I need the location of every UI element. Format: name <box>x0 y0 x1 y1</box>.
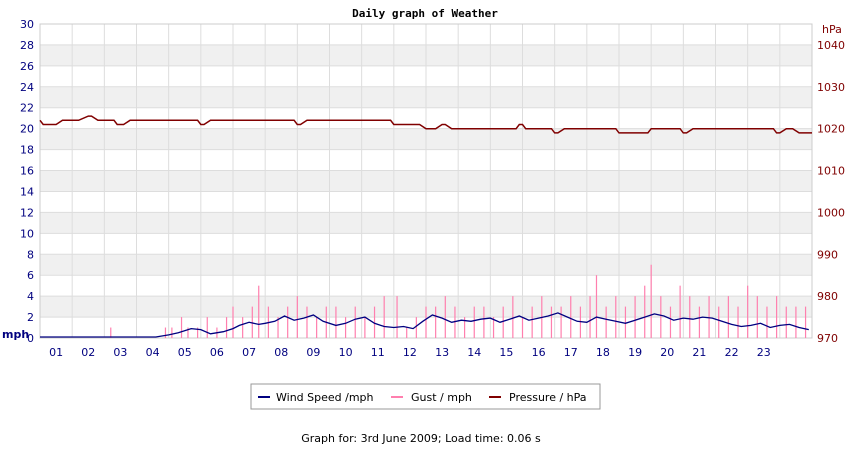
left-tick-label: 26 <box>20 60 34 73</box>
legend-label-wind: Wind Speed /mph <box>276 391 374 404</box>
x-tick-label: 17 <box>564 346 578 359</box>
x-tick-label: 14 <box>467 346 481 359</box>
x-tick-label: 15 <box>499 346 513 359</box>
left-tick-label: 18 <box>20 144 34 157</box>
legend-label-pressure: Pressure / hPa <box>509 391 587 404</box>
x-axis-ticks: 01 02 03 04 05 06 07 08 09 10 11 12 13 14 15 16 17 18 19 20… <box>49 346 771 359</box>
x-tick-label: 05 <box>178 346 192 359</box>
chart-title: Daily graph of Weather <box>352 7 498 20</box>
x-tick-label: 08 <box>274 346 288 359</box>
x-tick-label: 19 <box>628 346 642 359</box>
left-tick-label: 2 <box>27 311 34 324</box>
x-tick-label: 13 <box>435 346 449 359</box>
x-tick-label: 04 <box>146 346 160 359</box>
x-tick-label: 01 <box>49 346 63 359</box>
right-tick-label: 970 <box>817 332 838 345</box>
x-tick-label: 02 <box>81 346 95 359</box>
right-tick-label: 1020 <box>817 123 845 136</box>
left-tick-label: 16 <box>20 165 34 178</box>
left-axis-unit: mph <box>2 328 29 341</box>
wind-speed-line <box>40 312 809 338</box>
left-tick-label: 8 <box>27 248 34 261</box>
left-tick-label: 0 <box>27 332 34 345</box>
x-tick-label: 16 <box>532 346 546 359</box>
x-tick-label: 20 <box>660 346 674 359</box>
legend-label-gust: Gust / mph <box>411 391 472 404</box>
right-tick-label: 1010 <box>817 165 845 178</box>
right-tick-label: 990 <box>817 248 838 261</box>
pressure-line <box>39 115 812 134</box>
x-tick-label: 21 <box>692 346 706 359</box>
x-tick-label: 07 <box>242 346 256 359</box>
x-tick-label: 11 <box>371 346 385 359</box>
left-tick-label: 14 <box>20 185 34 198</box>
right-axis-unit: hPa <box>822 23 842 36</box>
x-tick-label: 12 <box>403 346 417 359</box>
right-tick-label: 1040 <box>817 39 845 52</box>
footer-caption: Graph for: 3rd June 2009; Load time: 0.0… <box>301 432 541 445</box>
x-tick-label: 18 <box>596 346 610 359</box>
left-tick-label: 6 <box>27 269 34 282</box>
left-tick-label: 10 <box>20 227 34 240</box>
left-tick-label: 28 <box>20 39 34 52</box>
right-tick-label: 1000 <box>817 206 845 219</box>
x-tick-label: 23 <box>757 346 771 359</box>
x-tick-label: 22 <box>725 346 739 359</box>
right-axis-ticks: 970 980 990 1000 1010 1020 1030 1040 <box>817 39 845 345</box>
x-tick-label: 06 <box>210 346 224 359</box>
left-tick-label: 4 <box>27 290 34 303</box>
x-tick-label: 09 <box>306 346 320 359</box>
series-layer <box>39 115 812 338</box>
x-tick-label: 10 <box>339 346 353 359</box>
legend: Wind Speed /mph Gust / mph Pressure / hP… <box>250 383 601 410</box>
right-tick-label: 980 <box>817 290 838 303</box>
left-tick-label: 30 <box>20 18 34 31</box>
left-tick-label: 12 <box>20 206 34 219</box>
x-tick-label: 03 <box>113 346 127 359</box>
left-tick-label: 20 <box>20 123 34 136</box>
right-tick-label: 1030 <box>817 81 845 94</box>
legend-box <box>250 383 601 410</box>
left-tick-label: 24 <box>20 81 34 94</box>
left-tick-label: 22 <box>20 102 34 115</box>
